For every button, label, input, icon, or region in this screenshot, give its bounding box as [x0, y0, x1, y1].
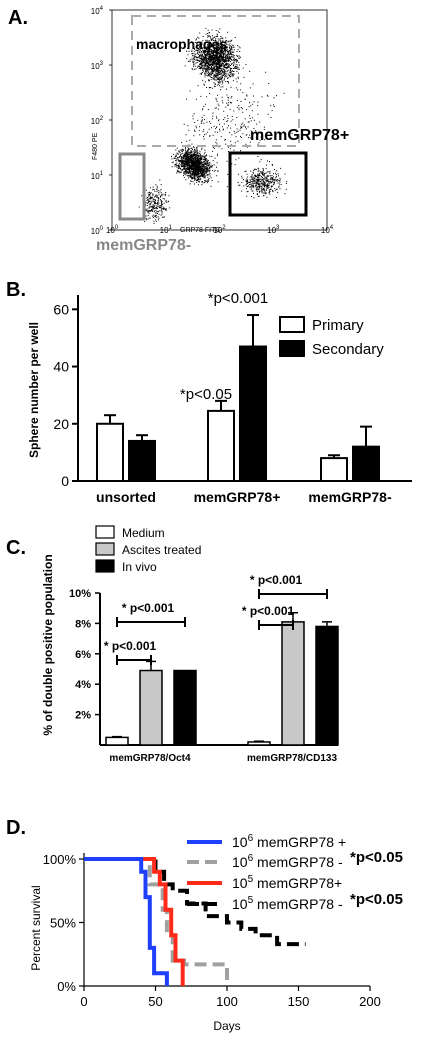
- bar-primary: [96, 422, 124, 482]
- significance-label: *p<0.05: [350, 849, 403, 866]
- y-tick-label: 104: [91, 6, 104, 16]
- x-tick-label: 0: [80, 994, 87, 1009]
- x-axis-title-a: GRP78 FITC: [180, 227, 220, 234]
- y-axis-title-a: F480 PE: [92, 132, 99, 160]
- y-tick-label: 6%: [75, 649, 91, 661]
- bar-in-vivo: [173, 669, 197, 746]
- y-tick-label: 0: [61, 473, 69, 489]
- double-positive-bar-chart: % of double positive population 2% 4% 6% 8%…: [41, 525, 339, 764]
- legend-swatch: [95, 559, 115, 573]
- significance-label: * p<0.001: [242, 604, 295, 618]
- memgrp78-minus-label: memGRP78-: [96, 237, 191, 254]
- y-tick-label: 20: [53, 416, 69, 432]
- legend-swatch-primary: [279, 316, 305, 333]
- panel-c-label: C.: [6, 537, 26, 559]
- bar-secondary: [352, 445, 380, 482]
- x-tick-label: 50: [148, 994, 162, 1009]
- memgrp78-plus-label: memGRP78+: [250, 127, 349, 144]
- bar-in-vivo: [315, 625, 339, 746]
- y-tick-label: 101: [91, 171, 104, 181]
- y-tick-label: 40: [53, 359, 69, 375]
- y-tick-label: 0%: [57, 979, 76, 994]
- macrophages-label: macrophages: [136, 36, 227, 52]
- y-tick-label: 8%: [75, 618, 91, 630]
- legend-label: 105 memGRP78+: [232, 874, 342, 891]
- category-label: unsorted: [96, 489, 156, 505]
- x-tick-label: 103: [267, 225, 280, 235]
- y-tick-label: 4%: [75, 679, 91, 691]
- y-axis-title-c: % of double positive population: [41, 554, 55, 735]
- legend-label: Medium: [122, 526, 165, 540]
- legend-swatch-secondary: [279, 340, 305, 357]
- legend-label: Ascites treated: [122, 543, 201, 557]
- x-tick-label: 100: [106, 225, 119, 235]
- x-axis-title-d: Days: [213, 1019, 240, 1033]
- bar-secondary: [239, 345, 267, 482]
- y-tick-label: 102: [91, 116, 104, 126]
- significance-label: * p<0.001: [104, 639, 157, 653]
- y-axis-title-d: Percent survival: [29, 885, 43, 970]
- survival-curve-1: [84, 857, 169, 986]
- macrophages-gate: [131, 15, 300, 147]
- category-label: memGRP78/CD133: [247, 753, 337, 764]
- panel-d-label: D.: [6, 817, 26, 839]
- bar-primary: [207, 409, 235, 482]
- y-tick-label: 50%: [50, 916, 76, 931]
- legend-label: 105 memGRP78 -: [232, 895, 343, 912]
- significance-label: * p<0.001: [250, 573, 303, 587]
- flow-cytometry-plot: 104 103 102 101 100 100 101 102 103 104 macrophag…: [91, 6, 349, 254]
- y-tick-label: 100%: [43, 852, 77, 867]
- bar-ascites-treated: [139, 669, 163, 746]
- y-tick-label: 60: [53, 301, 69, 317]
- y-tick-label: 2%: [75, 710, 91, 722]
- sphere-bar-chart: Sphere number per well 0 20 40 60 unsorted me…: [27, 290, 412, 505]
- category-label: memGRP78-: [308, 489, 392, 505]
- x-tick-label: 150: [288, 994, 310, 1009]
- panel-b-label: B.: [6, 279, 26, 301]
- category-label: memGRP78/Oct4: [109, 753, 191, 764]
- annotation-p005: *p<0.05: [180, 386, 232, 403]
- legend-label-secondary: Secondary: [312, 341, 384, 358]
- y-tick-label: 10%: [69, 588, 91, 600]
- memgrp78-minus-gate: [118, 152, 146, 221]
- survival-curve-3: [84, 857, 185, 986]
- bar-secondary: [128, 439, 156, 483]
- bar-medium: [247, 741, 271, 746]
- legend-label: In vivo: [122, 560, 157, 574]
- survival-curve-chart: Percent survival Days 0% 50% 100% 0 50 100 150…: [29, 833, 403, 1033]
- survival-curve-4: [84, 857, 306, 947]
- legend-label: 106 memGRP78 -: [232, 853, 343, 870]
- y-tick-label: 103: [91, 61, 104, 71]
- annotation-p0001: *p<0.001: [208, 290, 268, 307]
- y-tick-label: 100: [91, 226, 104, 236]
- bar-ascites-treated: [281, 621, 305, 746]
- legend-swatch: [95, 525, 115, 539]
- x-tick-label: 101: [160, 225, 173, 235]
- x-tick-label: 102: [213, 225, 226, 235]
- x-tick-label: 104: [321, 225, 334, 235]
- x-tick-label: 100: [216, 994, 238, 1009]
- flow-axis-ticks: 104 103 102 101 100 100 101 102 103 104: [91, 6, 334, 236]
- bar-primary: [320, 457, 348, 483]
- significance-label: * p<0.001: [122, 601, 175, 615]
- category-label: memGRP78+: [194, 489, 281, 505]
- memgrp78-plus-gate: [228, 151, 308, 217]
- legend-label: 106 memGRP78 +: [232, 833, 346, 850]
- significance-label: *p<0.05: [350, 891, 403, 908]
- bar-medium: [105, 736, 129, 746]
- y-axis-title-b: Sphere number per well: [27, 322, 41, 458]
- legend-label-primary: Primary: [312, 317, 364, 334]
- legend-swatch: [95, 542, 115, 556]
- panel-a-label: A.: [8, 7, 28, 29]
- x-tick-label: 200: [359, 994, 381, 1009]
